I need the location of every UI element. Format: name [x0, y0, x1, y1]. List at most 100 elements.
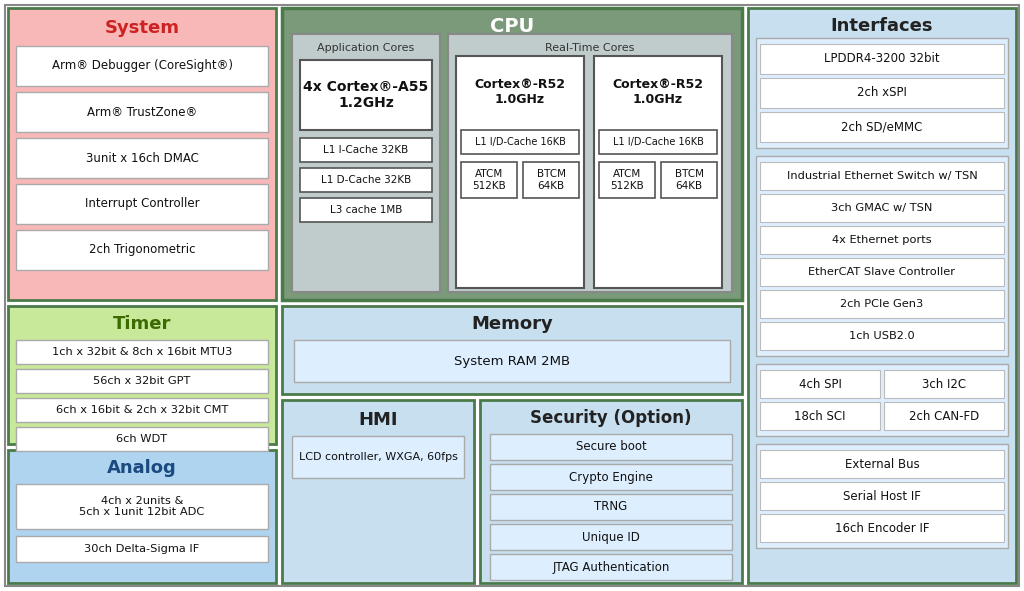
Bar	[760, 450, 1004, 478]
Bar	[760, 112, 1004, 142]
Bar	[490, 554, 732, 580]
Text: CPU: CPU	[489, 17, 535, 35]
Text: BTCM
64KB: BTCM 64KB	[675, 169, 703, 191]
Text: Interrupt Controller: Interrupt Controller	[85, 197, 200, 210]
Text: External Bus: External Bus	[845, 457, 920, 470]
Bar	[490, 464, 732, 490]
Text: BTCM
64KB: BTCM 64KB	[537, 169, 565, 191]
Bar	[490, 494, 732, 520]
Bar	[16, 536, 268, 562]
Text: 1ch USB2.0: 1ch USB2.0	[849, 331, 914, 341]
Bar	[760, 402, 880, 430]
Bar	[756, 38, 1008, 148]
Text: System RAM 2MB: System RAM 2MB	[454, 355, 570, 368]
Bar	[756, 364, 1008, 436]
Bar	[599, 130, 717, 154]
Text: EtherCAT Slave Controller: EtherCAT Slave Controller	[809, 267, 955, 277]
Text: 2ch Trigonometric: 2ch Trigonometric	[89, 243, 196, 256]
Text: LPDDR4-3200 32bit: LPDDR4-3200 32bit	[824, 53, 940, 66]
Text: 6ch x 16bit & 2ch x 32bit CMT: 6ch x 16bit & 2ch x 32bit CMT	[56, 405, 228, 415]
Bar	[16, 398, 268, 422]
Bar	[480, 400, 742, 583]
Text: Cortex®-R52
1.0GHz: Cortex®-R52 1.0GHz	[474, 78, 565, 106]
Bar	[523, 162, 579, 198]
Text: 3ch GMAC w/ TSN: 3ch GMAC w/ TSN	[831, 203, 933, 213]
Text: LCD controller, WXGA, 60fps: LCD controller, WXGA, 60fps	[299, 452, 458, 462]
Text: 16ch Encoder IF: 16ch Encoder IF	[835, 521, 929, 534]
Bar	[756, 444, 1008, 548]
Text: System: System	[104, 19, 179, 37]
Bar	[490, 434, 732, 460]
Bar	[760, 482, 1004, 510]
Bar	[16, 46, 268, 86]
Text: Application Cores: Application Cores	[317, 43, 415, 53]
Bar	[760, 322, 1004, 350]
Bar	[449, 34, 732, 292]
Text: Crypto Engine: Crypto Engine	[569, 470, 653, 483]
Text: Arm® Debugger (CoreSight®): Arm® Debugger (CoreSight®)	[51, 60, 232, 73]
Text: L3 cache 1MB: L3 cache 1MB	[330, 205, 402, 215]
Bar	[8, 306, 276, 444]
Bar	[282, 400, 474, 583]
Bar	[884, 402, 1004, 430]
Text: L1 D-Cache 32KB: L1 D-Cache 32KB	[321, 175, 411, 185]
Bar	[282, 306, 742, 394]
Bar	[8, 450, 276, 583]
Bar	[760, 290, 1004, 318]
Text: Secure boot: Secure boot	[575, 440, 646, 453]
Bar	[292, 436, 464, 478]
Bar	[16, 230, 268, 270]
Text: 4x Ethernet ports: 4x Ethernet ports	[833, 235, 932, 245]
Text: ATCM
512KB: ATCM 512KB	[610, 169, 644, 191]
Text: 4x Cortex®-A55
1.2GHz: 4x Cortex®-A55 1.2GHz	[303, 80, 429, 110]
Text: Cortex®-R52
1.0GHz: Cortex®-R52 1.0GHz	[612, 78, 703, 106]
Bar	[300, 168, 432, 192]
Text: Real-Time Cores: Real-Time Cores	[546, 43, 635, 53]
Text: Timer: Timer	[113, 315, 171, 333]
Bar	[760, 226, 1004, 254]
Bar	[599, 162, 655, 198]
Text: Interfaces: Interfaces	[830, 17, 933, 35]
Bar	[456, 56, 584, 288]
Text: 2ch PCIe Gen3: 2ch PCIe Gen3	[841, 299, 924, 309]
Bar	[300, 138, 432, 162]
Text: Industrial Ethernet Switch w/ TSN: Industrial Ethernet Switch w/ TSN	[786, 171, 977, 181]
Bar	[760, 78, 1004, 108]
Text: 2ch SD/eMMC: 2ch SD/eMMC	[842, 121, 923, 134]
Text: Serial Host IF: Serial Host IF	[843, 489, 921, 502]
Bar	[662, 162, 717, 198]
Text: 4ch SPI: 4ch SPI	[799, 378, 842, 391]
Text: 6ch WDT: 6ch WDT	[117, 434, 168, 444]
Text: 3ch I2C: 3ch I2C	[922, 378, 966, 391]
Bar	[16, 92, 268, 132]
Text: Arm® TrustZone®: Arm® TrustZone®	[87, 106, 198, 119]
Text: Analog: Analog	[108, 459, 177, 477]
Bar	[461, 130, 579, 154]
Bar	[282, 8, 742, 300]
Text: 3unit x 16ch DMAC: 3unit x 16ch DMAC	[86, 151, 199, 164]
Text: TRNG: TRNG	[594, 501, 628, 514]
Bar	[16, 369, 268, 393]
Text: Memory: Memory	[471, 315, 553, 333]
Text: 30ch Delta-Sigma IF: 30ch Delta-Sigma IF	[84, 544, 200, 554]
Bar	[594, 56, 722, 288]
Bar	[300, 60, 432, 130]
Text: 4ch x 2units &
5ch x 1unit 12bit ADC: 4ch x 2units & 5ch x 1unit 12bit ADC	[80, 496, 205, 517]
Text: 18ch SCI: 18ch SCI	[795, 410, 846, 423]
Bar	[294, 340, 730, 382]
Bar	[16, 340, 268, 364]
Text: L1 I/D-Cache 16KB: L1 I/D-Cache 16KB	[474, 137, 565, 147]
Bar	[760, 258, 1004, 286]
Bar	[16, 427, 268, 451]
Text: L1 I/D-Cache 16KB: L1 I/D-Cache 16KB	[612, 137, 703, 147]
Bar	[756, 156, 1008, 356]
Text: Unique ID: Unique ID	[582, 531, 640, 544]
Bar	[16, 138, 268, 178]
Text: ATCM
512KB: ATCM 512KB	[472, 169, 506, 191]
Bar	[760, 162, 1004, 190]
Bar	[461, 162, 517, 198]
Text: 2ch CAN-FD: 2ch CAN-FD	[909, 410, 979, 423]
Bar	[760, 514, 1004, 542]
Bar	[8, 8, 276, 300]
Text: 1ch x 32bit & 8ch x 16bit MTU3: 1ch x 32bit & 8ch x 16bit MTU3	[52, 347, 232, 357]
